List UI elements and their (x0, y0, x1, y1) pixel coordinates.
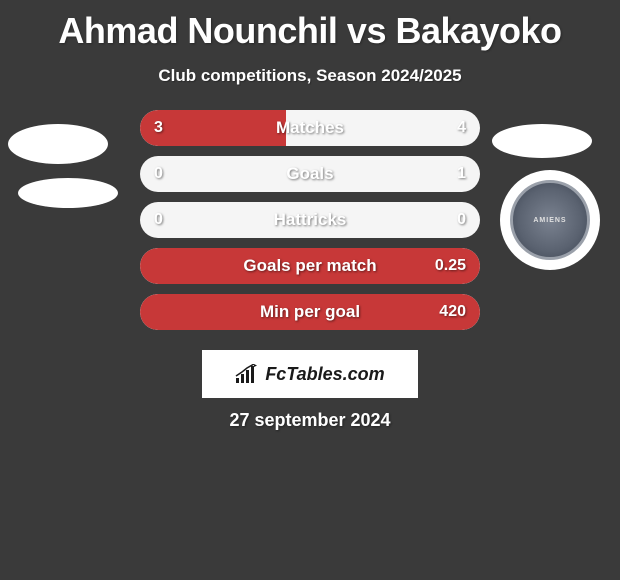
stats-area: AMIENS Matches34Goals01Hattricks00Goals … (0, 110, 620, 340)
stat-label: Goals per match (140, 248, 480, 284)
stat-value-right: 0.25 (435, 248, 466, 284)
stat-label: Goals (140, 156, 480, 192)
stat-row: Goals0 1 (140, 156, 480, 192)
club-crest-icon: AMIENS (510, 180, 590, 260)
stat-value-left: 3 (154, 110, 163, 146)
stat-value-left: 0 (154, 156, 163, 192)
badge-text: AMIENS (533, 217, 566, 224)
stat-row: Min per goal420 (140, 294, 480, 330)
stat-value-left: 0 (154, 202, 163, 238)
subtitle: Club competitions, Season 2024/2025 (0, 66, 620, 86)
stat-value-right: 1 (457, 156, 466, 192)
stat-label: Matches (140, 110, 480, 146)
stat-row: Goals per match0.25 (140, 248, 480, 284)
club-left-badge (18, 178, 118, 208)
stat-row: Matches3 4 (140, 110, 480, 146)
stat-label: Hattricks (140, 202, 480, 238)
player-left-avatar (8, 124, 108, 164)
stat-label: Min per goal (140, 294, 480, 330)
page-title: Ahmad Nounchil vs Bakayoko (0, 0, 620, 52)
player-right-avatar (492, 124, 592, 158)
logo-text: FcTables.com (265, 364, 384, 385)
stat-value-right: 4 (457, 110, 466, 146)
stat-value-right: 420 (439, 294, 466, 330)
stat-value-right: 0 (457, 202, 466, 238)
chart-icon (235, 364, 259, 384)
footer-logo[interactable]: FcTables.com (202, 350, 418, 398)
stat-row: Hattricks0 0 (140, 202, 480, 238)
club-right-badge: AMIENS (500, 170, 600, 270)
date-label: 27 september 2024 (0, 410, 620, 431)
